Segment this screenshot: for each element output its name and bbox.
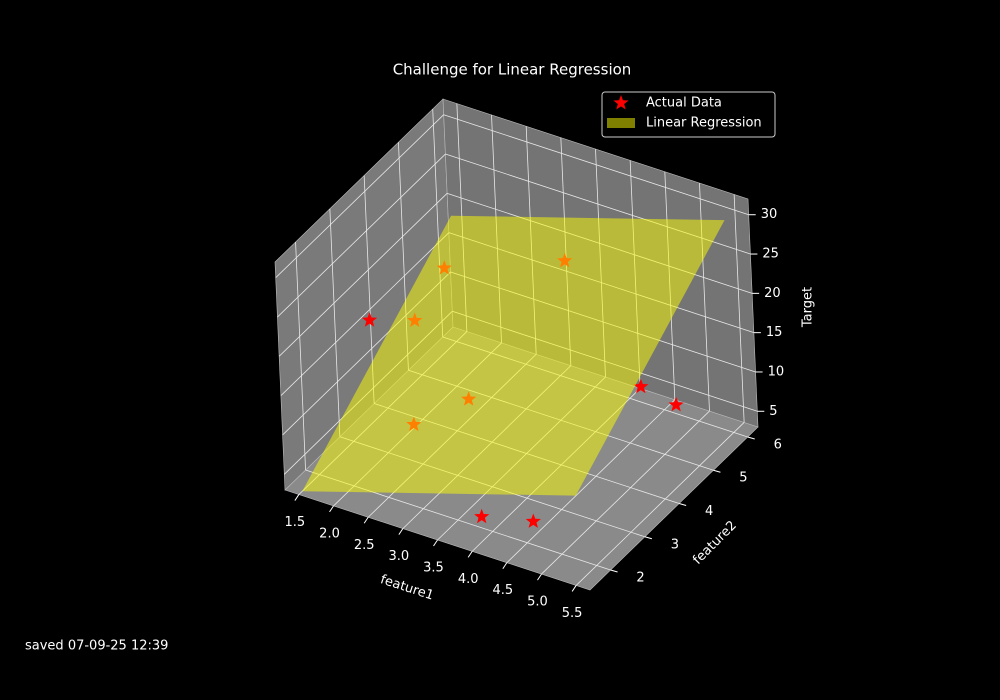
legend-label: Actual Data [646,96,722,111]
grid-line [280,232,450,396]
y-tick [679,503,687,506]
data-point [361,312,378,327]
y-tick [610,569,618,573]
y-tick-label: 3 [671,537,679,552]
y-tick-label: 5 [739,471,747,486]
legend-label: Linear Regression [646,116,762,131]
x-tick [398,528,404,535]
x-tick-label: 4.0 [458,572,479,587]
regression-plane [302,215,725,496]
y-tick [644,536,652,540]
grid-line [277,153,446,318]
z-axis-label: Target [801,287,816,328]
y-tick [713,469,721,473]
grid-line [541,410,710,575]
legend-box [601,91,776,138]
grid-line [275,114,444,279]
x-tick-label: 4.5 [492,583,513,598]
x-tick [433,539,438,547]
x-tick-label: 3.0 [388,549,409,564]
data-point [474,508,490,524]
x-tick-label: 5.0 [527,595,548,610]
y-tick-label: 6 [774,437,782,452]
x-tick-label: 2.5 [354,538,375,553]
y-tick [747,436,755,440]
x-tick [294,494,300,501]
x-tick-label: 5.5 [562,606,583,621]
grid-line [733,194,745,423]
grid-line [329,208,341,437]
x-tick [329,505,334,513]
x-tick-label: 3.5 [423,561,444,576]
x-tick [502,562,508,570]
z-tick-label: 20 [764,286,781,301]
grid-line [295,242,306,471]
z-tick-label: 30 [761,207,778,222]
x-tick [467,551,473,558]
legend-marker [607,118,635,128]
data-point [633,378,649,394]
y-tick-label: 4 [705,504,713,519]
grid-line [278,193,448,357]
legend-marker [613,95,629,110]
data-point [525,513,541,528]
x-tick [363,516,369,524]
grid-line [575,422,745,586]
x-tick [571,585,577,592]
footer: saved 07-09-25 12:39 [25,639,168,654]
z-tick-label: 10 [768,364,785,379]
data-point [668,396,684,412]
chart-title: Challenge for Linear Regression [393,61,632,79]
x-tick [537,573,542,581]
x-tick-label: 2.0 [319,526,340,541]
z-tick-label: 15 [766,325,783,340]
z-tick-label: 5 [769,404,777,419]
z-tick-label: 25 [762,247,779,262]
grid-line [443,114,749,216]
grid-line [506,399,676,564]
x-tick-label: 1.5 [285,515,306,530]
y-tick-label: 2 [636,571,644,586]
